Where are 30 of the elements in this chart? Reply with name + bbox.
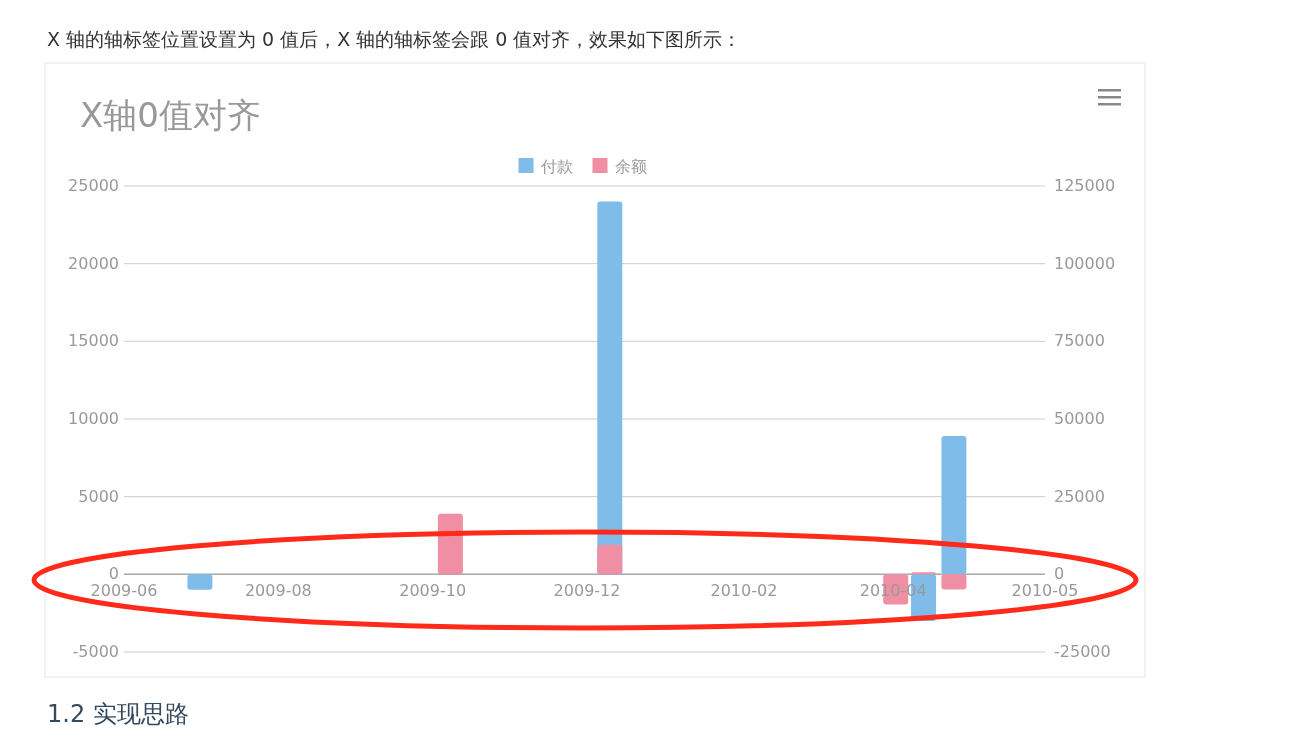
x-tick-label: 2010-02 — [710, 581, 778, 601]
y-tick-label: 15000 — [68, 331, 119, 351]
x-tick-label: 2010-04 — [859, 581, 927, 601]
x-tick-label: 2009-12 — [553, 581, 621, 601]
y2-tick-label: 75000 — [1054, 331, 1105, 351]
y2-tick-label: 25000 — [1054, 486, 1105, 506]
y-tick-label: 5000 — [78, 486, 119, 506]
y-tick-label: 25000 — [68, 176, 119, 195]
text: 1.2 实现思路 — [47, 700, 189, 728]
x-tick-label: 2009-08 — [244, 581, 312, 601]
text: X 轴的轴标签位置设置为 0 值后，X 轴的轴标签会跟 0 值对齐，效果如下图所示： — [47, 28, 742, 50]
bar — [437, 513, 463, 575]
y2-tick-label: 50000 — [1054, 409, 1105, 428]
y2-tick-label: -25000 — [1054, 642, 1111, 661]
y2-tick-label: 125000 — [1054, 176, 1116, 195]
x-tick-label: 2009-06 — [90, 581, 158, 601]
y-tick-label: 20000 — [68, 253, 119, 273]
bar — [941, 574, 967, 590]
y2-tick-label: 0 — [1054, 564, 1065, 584]
legend-label: 余额 — [614, 157, 647, 176]
y2-tick-label: 100000 — [1054, 253, 1116, 273]
chart-title: X轴0值对齐 — [80, 95, 261, 135]
legend-label: 付款 — [539, 157, 573, 176]
bar — [187, 574, 213, 590]
y-tick-label: 0 — [108, 564, 119, 584]
x-tick-label: 2009-10 — [399, 581, 467, 601]
bar — [597, 544, 623, 575]
y-tick-label: 10000 — [68, 409, 119, 428]
y-tick-label: -5000 — [72, 642, 119, 661]
x-tick-label: 2010-05 — [1011, 581, 1079, 601]
